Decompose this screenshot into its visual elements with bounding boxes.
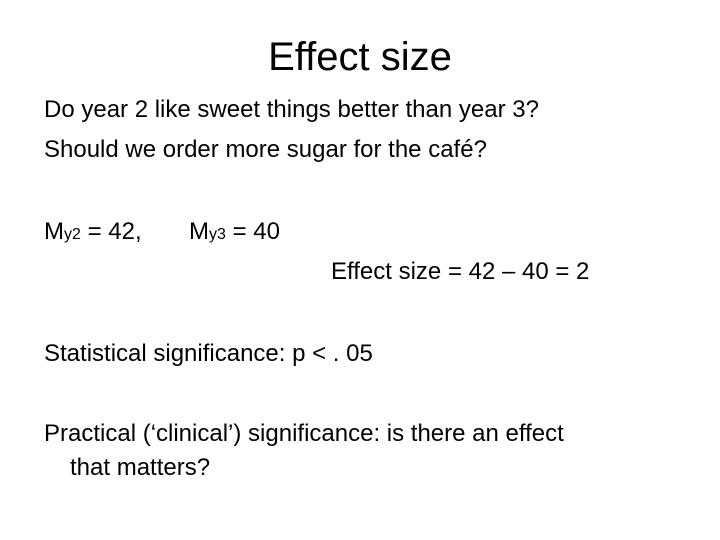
mean: My3 = 40 (189, 218, 280, 249)
mean: My2 = 42, (44, 218, 142, 249)
mean-symbol: M (189, 218, 209, 245)
mean-symbol: M (44, 218, 64, 245)
practical-significance: Practical (‘clinical’) significance: is … (44, 420, 564, 447)
statistical-significance: Statistical significance: p < . 05 (44, 340, 373, 367)
mean-subscript: y3 (209, 226, 226, 243)
slide-title: Effect size (268, 35, 452, 79)
mean-subscript: y2 (64, 226, 81, 243)
body-line: Do year 2 like sweet things better than … (44, 96, 539, 123)
effect-size: Effect size = 42 – 40 = 2 (331, 258, 590, 285)
mean-value: = 40 (232, 218, 280, 245)
mean-value: = 42, (87, 218, 142, 245)
practical-significance: that matters? (70, 454, 211, 481)
body-line: Should we order more sugar for the café? (44, 136, 487, 163)
